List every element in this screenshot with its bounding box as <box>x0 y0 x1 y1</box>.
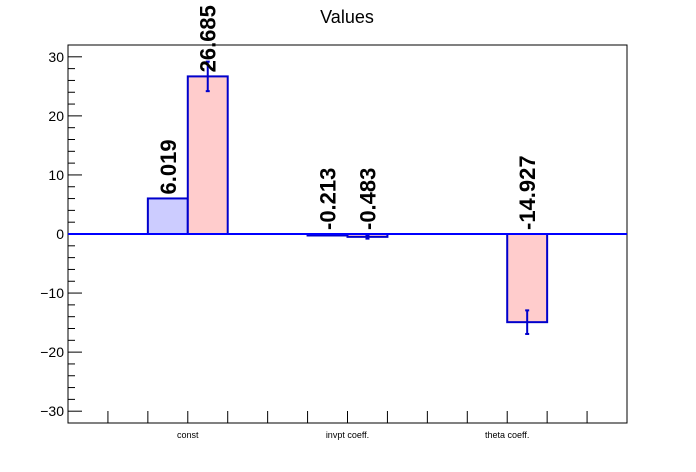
bar <box>506 233 549 324</box>
y-tick-label: −10 <box>40 285 64 301</box>
bar <box>186 75 229 235</box>
y-tick-label: 0 <box>56 226 64 242</box>
x-tick-label: theta coeff. <box>485 430 529 440</box>
data-label: 6.019 <box>156 139 181 194</box>
y-tick-label: 30 <box>48 49 64 65</box>
y-tick-label: −20 <box>40 344 64 360</box>
chart-title: Values <box>320 7 374 27</box>
plot-area: −30 −20 −10 0 10 20 30 const invpt coeff. theta c… <box>40 5 628 440</box>
data-label: -14.927 <box>515 155 540 230</box>
x-tick-label: invpt coeff. <box>326 430 369 440</box>
y-tick-label: 10 <box>48 167 64 183</box>
y-tick-label: 20 <box>48 108 64 124</box>
data-label: 26.685 <box>196 5 221 72</box>
y-tick-label: −30 <box>40 403 64 419</box>
x-tick-label: const <box>177 430 199 440</box>
data-label: -0.213 <box>316 168 341 230</box>
bar <box>146 197 189 236</box>
data-label: -0.483 <box>355 168 380 230</box>
